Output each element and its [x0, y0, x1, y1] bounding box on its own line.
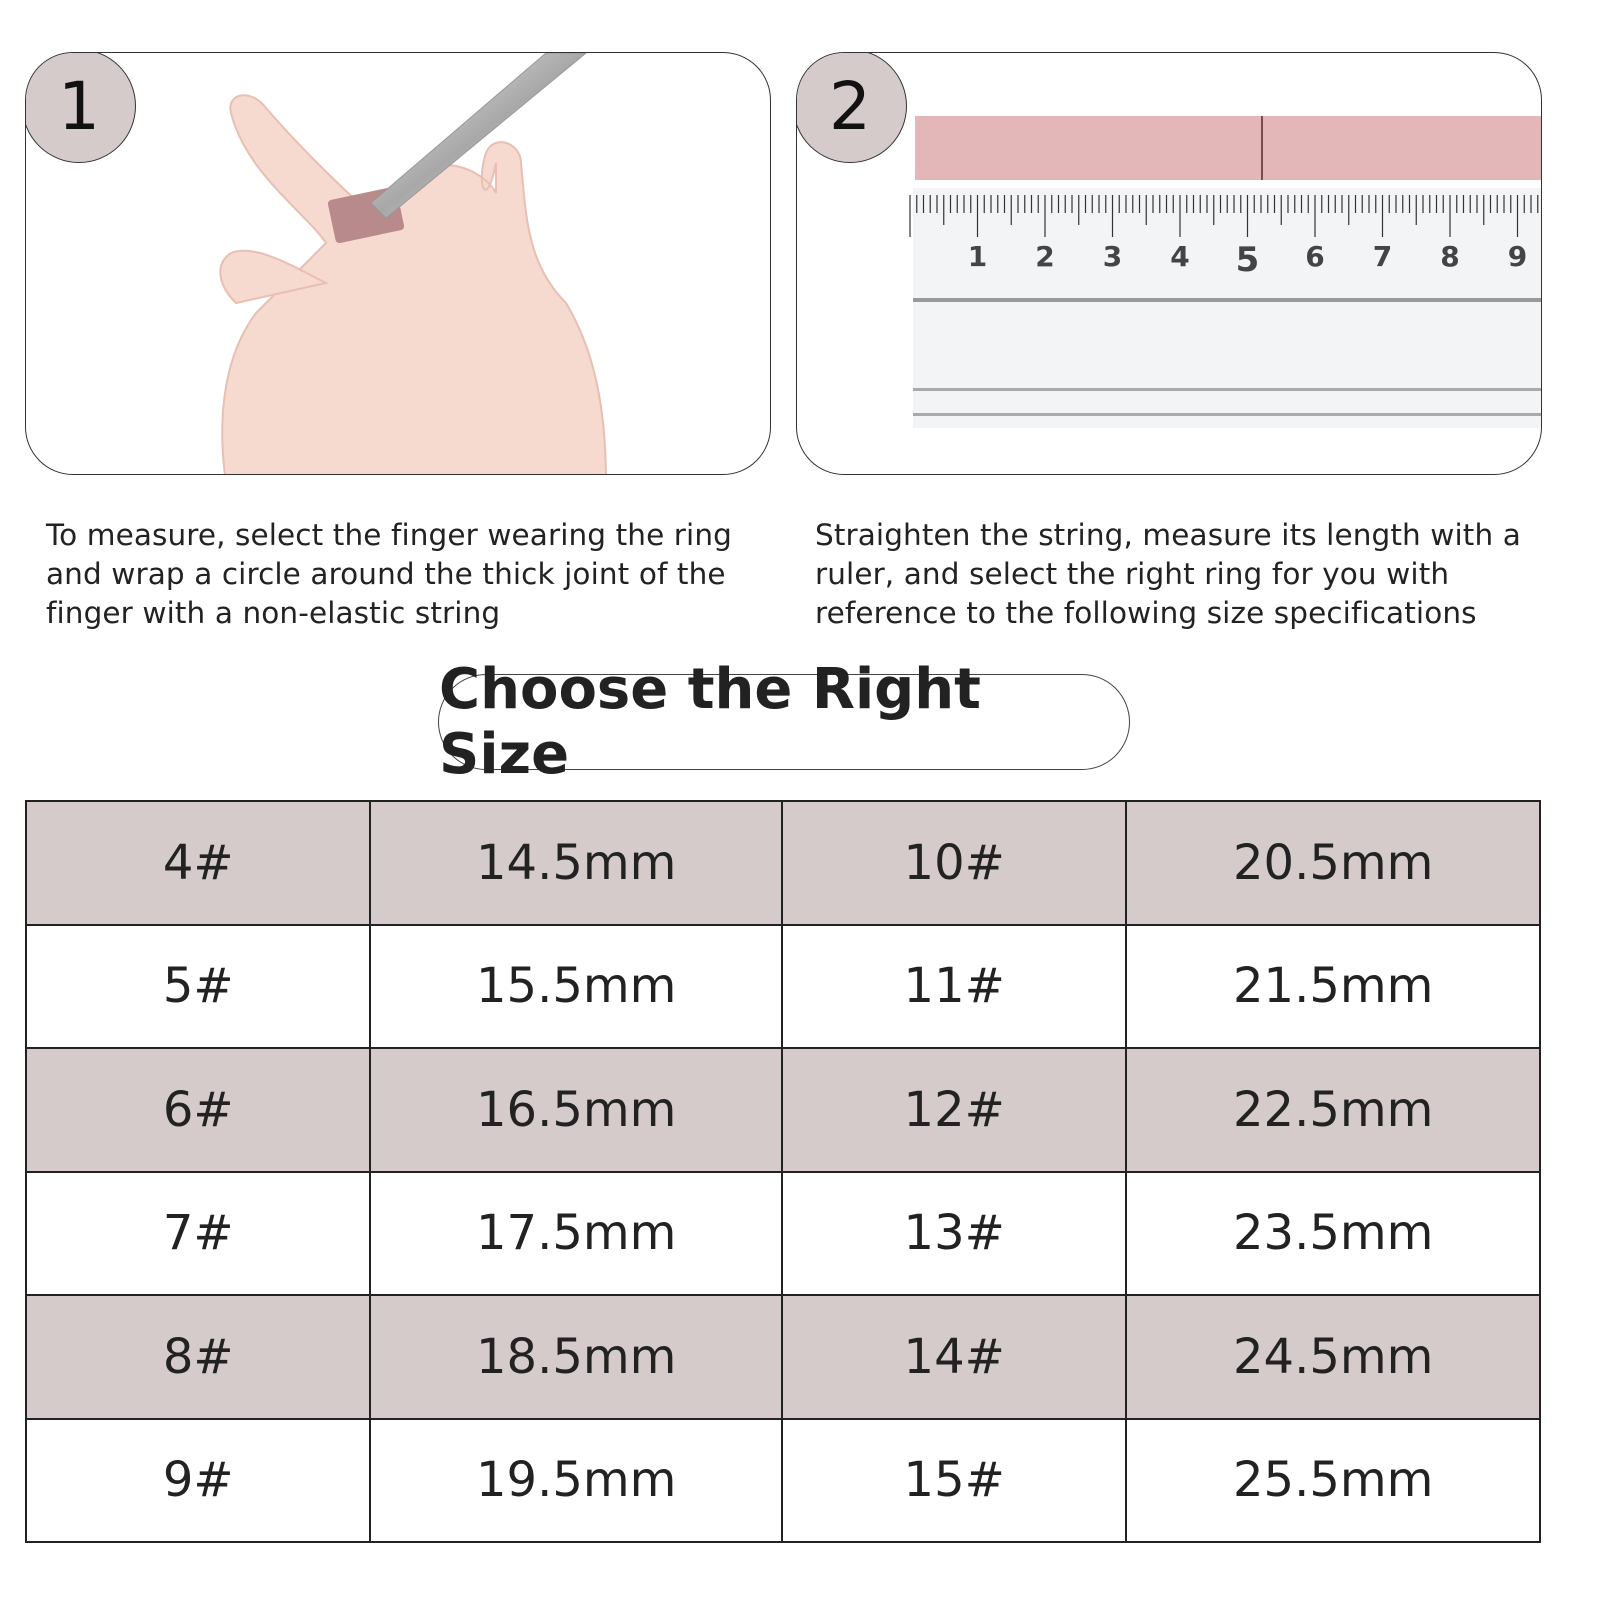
table-row: 7# 17.5mm 13# 23.5mm — [24, 1170, 1541, 1296]
table-row: 5# 15.5mm 11# 21.5mm — [24, 923, 1541, 1049]
ring-size-cell: 13# — [780, 1170, 1128, 1296]
pen-icon — [370, 53, 587, 219]
ring-size-cell: 4# — [24, 800, 372, 926]
ruler-label: 7 — [1373, 240, 1392, 273]
hand-with-ring-illustration — [219, 53, 607, 474]
section-title: Choose the Right Size — [438, 657, 1130, 787]
inner-diameter-cell: 23.5mm — [1125, 1170, 1541, 1296]
step-number-badge: 2 — [797, 53, 907, 163]
step-2-description: Straighten the string, measure its lengt… — [815, 518, 1521, 630]
inner-diameter-cell: 18.5mm — [369, 1294, 783, 1420]
ring-size-cell: 15# — [780, 1417, 1128, 1543]
ring-size-cell: 5# — [24, 923, 372, 1049]
ring-size-cell: 7# — [24, 1170, 372, 1296]
step-1-description: To measure, select the finger wearing th… — [46, 518, 732, 630]
inner-diameter-cell: 21.5mm — [1125, 923, 1541, 1049]
ruler-label: 6 — [1305, 240, 1324, 273]
inner-diameter-cell: 17.5mm — [369, 1170, 783, 1296]
ring-size-cell: 6# — [24, 1047, 372, 1173]
table-row: 6# 16.5mm 12# 22.5mm — [24, 1047, 1541, 1173]
ring-size-cell: 12# — [780, 1047, 1128, 1173]
inner-diameter-cell: 22.5mm — [1125, 1047, 1541, 1173]
step-2-panel: 2 1 2 3 4 5 6 7 8 9 — [796, 52, 1542, 475]
table-row: 4# 14.5mm 10# 20.5mm — [24, 800, 1541, 926]
ruler-label: 9 — [1508, 240, 1527, 273]
inner-diameter-cell: 15.5mm — [369, 923, 783, 1049]
step-number-badge: 1 — [26, 53, 136, 163]
inner-diameter-cell: 19.5mm — [369, 1417, 783, 1543]
ring-size-cell: 14# — [780, 1294, 1128, 1420]
ruler-illustration: 1 2 3 4 5 6 7 8 9 — [909, 116, 1541, 428]
ring-size-table: 4# 14.5mm 10# 20.5mm 5# 15.5mm 11# 21.5mm 6# 16.5… — [24, 800, 1541, 1543]
inner-diameter-cell: 20.5mm — [1125, 800, 1541, 926]
ruler-label: 3 — [1103, 240, 1122, 273]
step-1-panel: 1 — [25, 52, 771, 475]
table-row: 9# 19.5mm 15# 25.5mm — [24, 1417, 1541, 1543]
table-row: 8# 18.5mm 14# 24.5mm — [24, 1294, 1541, 1420]
inner-diameter-cell: 24.5mm — [1125, 1294, 1541, 1420]
inner-diameter-cell: 16.5mm — [369, 1047, 783, 1173]
ring-size-cell: 10# — [780, 800, 1128, 926]
ruler-label: 2 — [1035, 240, 1054, 273]
ruler-label: 1 — [968, 240, 987, 273]
string-strip — [915, 116, 1541, 180]
ruler-label: 5 — [1236, 240, 1260, 280]
ring-size-cell: 11# — [780, 923, 1128, 1049]
ring-size-cell: 8# — [24, 1294, 372, 1420]
ruler-label: 8 — [1440, 240, 1459, 273]
inner-diameter-cell: 25.5mm — [1125, 1417, 1541, 1543]
ruler-label: 4 — [1170, 240, 1189, 273]
inner-diameter-cell: 14.5mm — [369, 800, 783, 926]
ring-size-cell: 9# — [24, 1417, 372, 1543]
